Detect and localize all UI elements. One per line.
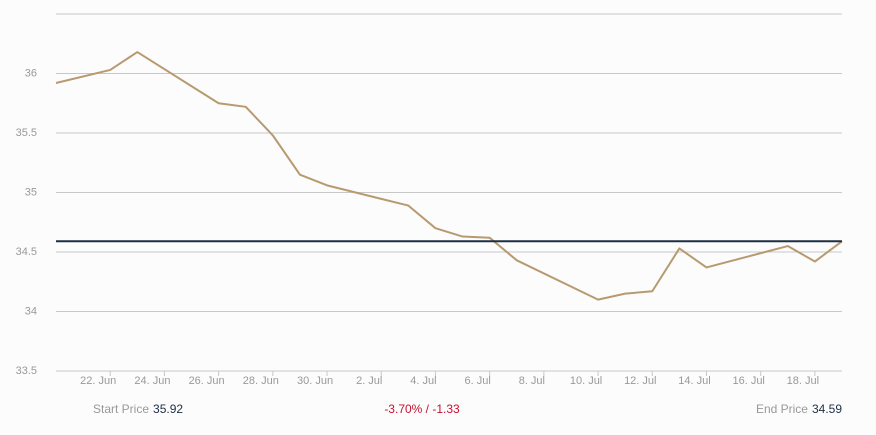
y-tick-label: 36 xyxy=(25,67,37,79)
x-tick-label: 4. Jul xyxy=(410,375,436,387)
start-price-label: Start Price xyxy=(93,402,149,416)
x-tick-label: 28. Jun xyxy=(243,375,279,387)
x-tick-label: 14. Jul xyxy=(678,375,710,387)
start-price-value: 35.92 xyxy=(153,402,183,416)
x-tick-label: 16. Jul xyxy=(732,375,764,387)
x-tick-label: 12. Jul xyxy=(624,375,656,387)
x-tick-label: 6. Jul xyxy=(465,375,491,387)
y-tick-label: 35.5 xyxy=(16,127,37,139)
y-tick-label: 34 xyxy=(25,305,37,317)
price-change: -3.70% / -1.33 xyxy=(384,402,460,416)
x-tick-label: 18. Jul xyxy=(787,375,819,387)
start-price: Start Price 35.92 xyxy=(93,402,183,416)
x-tick-label: 26. Jun xyxy=(189,375,225,387)
y-tick-label: 35 xyxy=(25,186,37,198)
x-tick-label: 8. Jul xyxy=(519,375,545,387)
end-price-label: End Price xyxy=(756,402,808,416)
x-tick-label: 22. Jun xyxy=(80,375,116,387)
end-price: End Price 34.59 xyxy=(756,402,842,416)
x-tick-label: 24. Jun xyxy=(134,375,170,387)
x-tick-label: 10. Jul xyxy=(570,375,602,387)
end-price-value: 34.59 xyxy=(812,402,842,416)
x-tick-label: 2. Jul xyxy=(356,375,382,387)
x-tick-label: 30. Jun xyxy=(297,375,333,387)
price-line xyxy=(55,51,843,301)
y-tick-label: 34.5 xyxy=(16,246,37,258)
y-tick-label: 33.5 xyxy=(16,365,37,377)
